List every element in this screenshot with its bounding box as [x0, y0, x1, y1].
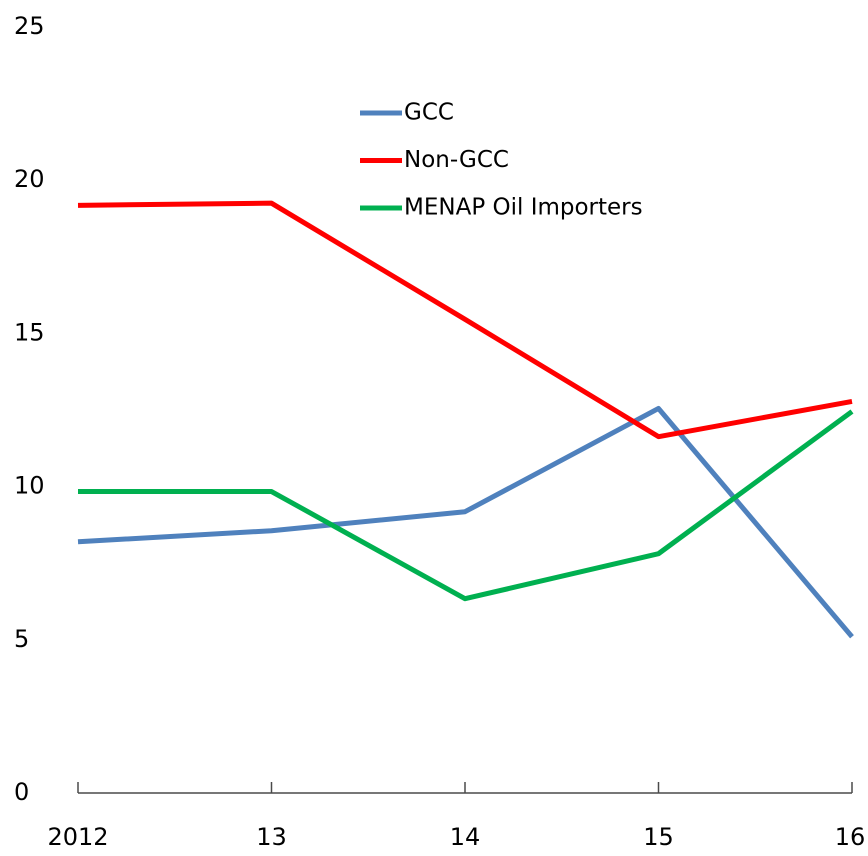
y-tick-label: 5	[14, 625, 29, 653]
series-line	[77, 200, 853, 440]
y-tick-label: 15	[14, 318, 45, 346]
legend-label: MENAP Oil Importers	[404, 195, 643, 221]
y-tick-label: 0	[14, 778, 29, 806]
series-line	[78, 409, 854, 602]
x-tick-label: 2012	[47, 823, 108, 851]
y-tick-label: 10	[14, 472, 45, 500]
series-line	[77, 405, 854, 639]
x-tick-label: 13	[256, 823, 287, 851]
legend-label: GCC	[404, 100, 454, 126]
y-tick-label: 25	[14, 12, 45, 40]
legend-label: Non-GCC	[404, 147, 509, 173]
y-tick-label: 20	[14, 165, 45, 193]
x-tick-label: 16	[835, 823, 866, 851]
x-tick-label: 14	[450, 823, 481, 851]
x-tick-label: 15	[643, 823, 674, 851]
